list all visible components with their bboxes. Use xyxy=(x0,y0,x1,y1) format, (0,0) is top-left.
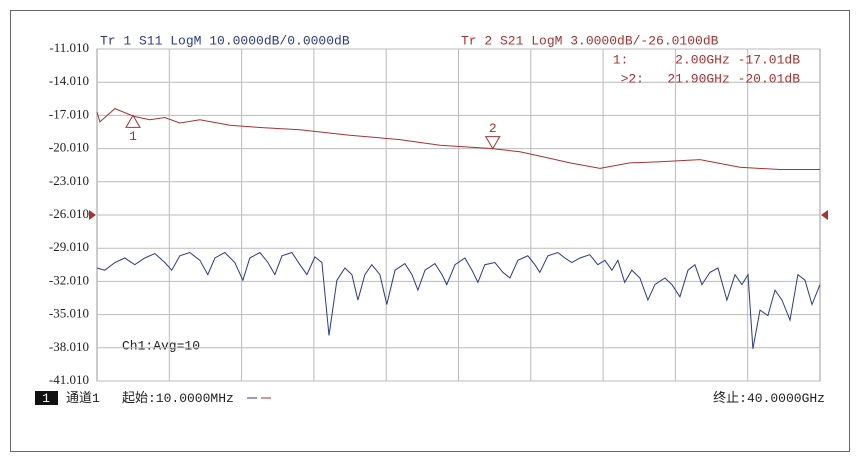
y-tick-label: -35.010 xyxy=(49,306,89,321)
marker-readout: >2: 21.90GHz -20.01dB xyxy=(621,71,801,86)
y-tick-label: -14.010 xyxy=(49,73,89,88)
marker-label: 2 xyxy=(489,121,497,136)
y-tick-label: -23.010 xyxy=(49,173,89,188)
trace2-header: Tr 2 S21 LogM 3.0000dB/-26.0100dB xyxy=(461,33,719,48)
y-tick-label: -38.010 xyxy=(49,339,89,354)
marker-triangle xyxy=(125,114,141,128)
channel-label: 通道1 xyxy=(66,391,100,406)
grid xyxy=(97,48,820,382)
ref-level-right xyxy=(821,210,828,220)
ref-level-left xyxy=(89,210,96,220)
annotation: Ch1:Avg=10 xyxy=(122,338,200,353)
y-tick-label: -11.010 xyxy=(49,40,89,55)
trace-line xyxy=(96,251,821,349)
y-tick-label: -17.010 xyxy=(49,106,89,121)
marker-readout: 1: 2.00GHz -17.01dB xyxy=(613,52,800,67)
traces xyxy=(96,108,821,349)
y-tick-label: -26.010 xyxy=(49,206,89,221)
start-label: 起始:10.0000MHz xyxy=(122,391,234,406)
y-tick-label: -29.010 xyxy=(49,239,89,254)
trace-line xyxy=(96,108,820,170)
trace1-header: Tr 1 S11 LogM 10.0000dB/0.0000dB xyxy=(100,33,350,48)
y-tick-label: -41.010 xyxy=(49,372,89,387)
stop-label: 终止:40.0000GHz xyxy=(713,390,825,406)
channel-badge xyxy=(35,391,58,405)
y-tick-label: -20.010 xyxy=(49,140,89,155)
y-tick-label: -32.010 xyxy=(49,272,89,287)
marker-triangle xyxy=(484,136,501,150)
channel-number: 1 xyxy=(42,391,50,406)
marker-label: 1 xyxy=(129,129,137,144)
